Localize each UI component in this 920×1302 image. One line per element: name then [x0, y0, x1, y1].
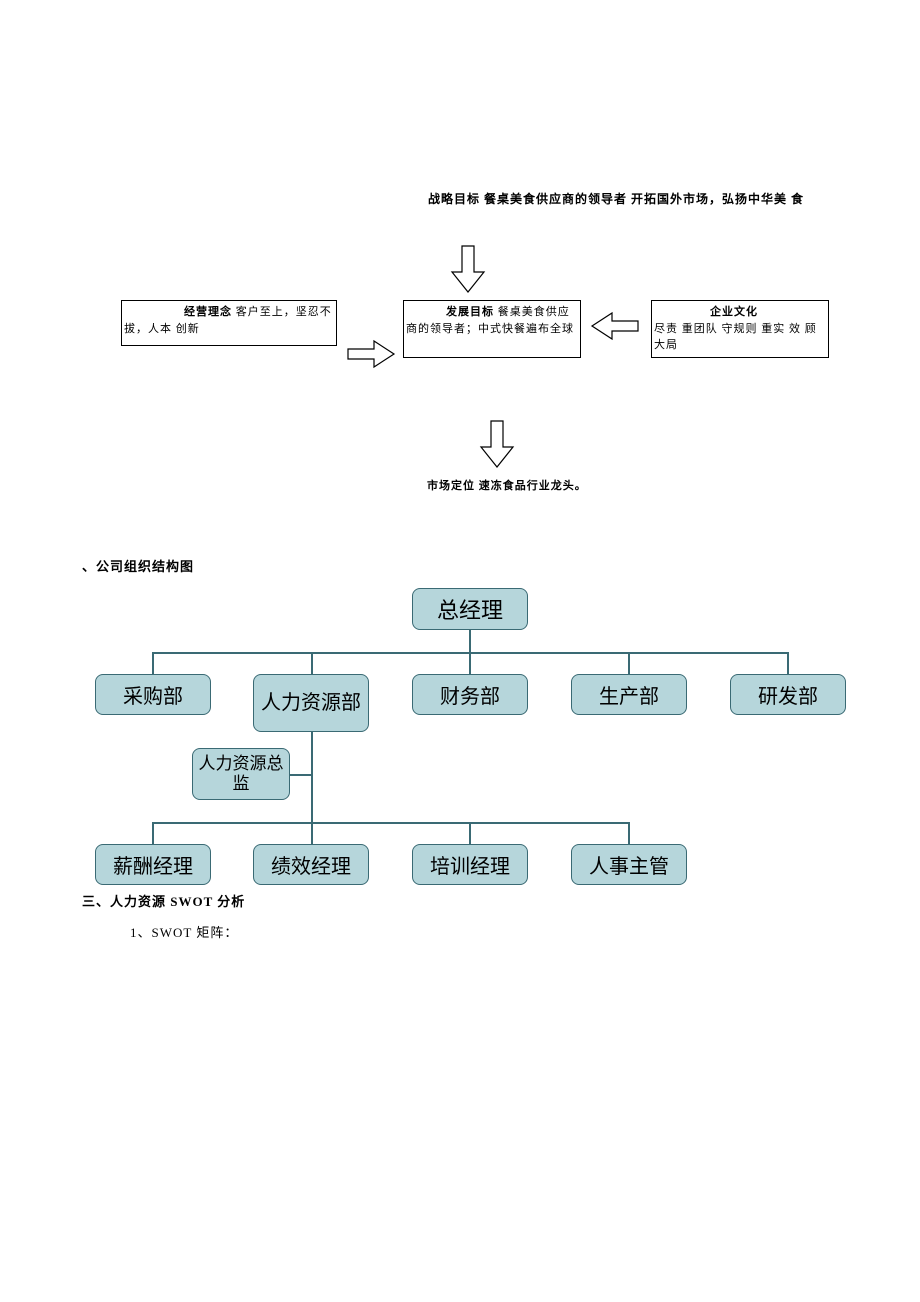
flow-box-philosophy: 经营理念 客户至上，坚忍不拔，人本 创新	[121, 300, 337, 346]
org-line-drop-4	[628, 652, 630, 674]
flow-right-label: 企业文化	[710, 306, 758, 318]
flow-bottom-text: 市场定位 速冻食品行业龙头。	[427, 477, 587, 493]
org-root: 总经理	[412, 588, 528, 630]
section3-item1: 1、SWOT 矩阵：	[130, 922, 238, 941]
org-hr-performance: 绩效经理	[253, 844, 369, 885]
org-line-root-down	[469, 630, 471, 652]
section2-heading: 、公司组织结构图	[82, 556, 194, 575]
org-line-hrhead-branch	[289, 774, 311, 776]
org-dept-finance: 财务部	[412, 674, 528, 715]
strategy-title: 战略目标 餐桌美食供应商的领导者 开拓国外市场，弘扬中华美 食	[428, 190, 888, 207]
flow-right-text: 尽责 重团队 守规则 重实 效 顾大局	[654, 323, 817, 352]
org-line-drop-1	[152, 652, 154, 674]
org-line-hrsub-drop-3	[469, 822, 471, 844]
arrow-right	[346, 338, 396, 370]
org-line-drop-2	[311, 652, 313, 674]
org-line-hrsub-drop-1	[152, 822, 154, 844]
org-dept-purchasing: 采购部	[95, 674, 211, 715]
org-hr-training: 培训经理	[412, 844, 528, 885]
flow-box-goal: 发展目标 餐桌美食供应商的领导者；中式快餐遍布全球	[403, 300, 581, 358]
org-line-drop-5	[787, 652, 789, 674]
org-dept-production: 生产部	[571, 674, 687, 715]
flow-left-label: 经营理念	[184, 306, 232, 318]
arrow-down-2	[477, 419, 517, 469]
org-dept-rd: 研发部	[730, 674, 846, 715]
section3-heading: 三、人力资源 SWOT 分析	[82, 891, 245, 910]
org-dept-hr: 人力资源部	[253, 674, 369, 732]
org-line-hrsub-drop-4	[628, 822, 630, 844]
org-line-hr-sub-bus	[152, 822, 629, 824]
org-line-hr-spine	[311, 732, 313, 822]
flow-box-culture: 企业文化 尽责 重团队 守规则 重实 效 顾大局	[651, 300, 829, 358]
org-line-drop-3	[469, 652, 471, 674]
org-hr-personnel: 人事主管	[571, 844, 687, 885]
org-hr-head: 人力资源总监	[192, 748, 290, 800]
org-line-hrsub-drop-2	[311, 822, 313, 844]
arrow-left	[590, 310, 640, 342]
org-hr-salary: 薪酬经理	[95, 844, 211, 885]
arrow-down-1	[448, 244, 488, 294]
flow-center-label: 发展目标	[446, 306, 494, 318]
